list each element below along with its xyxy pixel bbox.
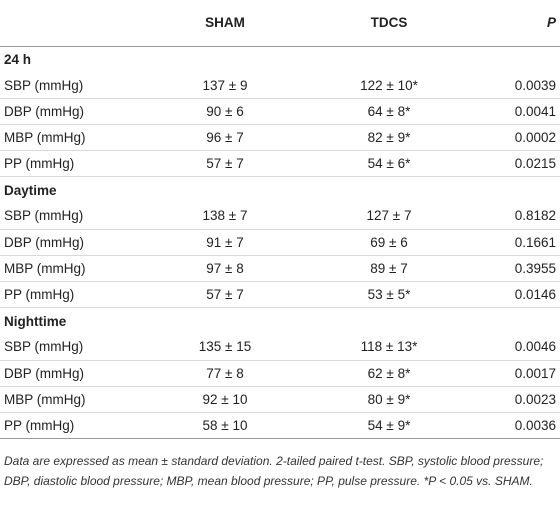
tdcs-value: 54 ± 9* (296, 412, 482, 440)
tdcs-value: 80 ± 9* (296, 386, 482, 414)
sham-value: 97 ± 8 (154, 255, 296, 283)
blood-pressure-table: SHAM TDCS P 24 h SBP (mmHg) 137 ± 9 122 … (0, 0, 560, 440)
table-row: DBP (mmHg) 77 ± 8 62 ± 8* 0.0017 (0, 360, 560, 387)
p-value: 0.0036 (482, 412, 560, 440)
row-label: MBP (mmHg) (0, 255, 154, 283)
row-label: DBP (mmHg) (0, 360, 154, 387)
tdcs-value: 89 ± 7 (296, 255, 482, 283)
table-row: MBP (mmHg) 92 ± 10 80 ± 9* 0.0023 (0, 386, 560, 414)
p-value: 0.0046 (482, 334, 560, 361)
tdcs-value: 69 ± 6 (296, 229, 482, 257)
tdcs-value: 62 ± 8* (296, 360, 482, 387)
table-row: DBP (mmHg) 91 ± 7 69 ± 6 0.1661 (0, 229, 560, 257)
table-row: DBP (mmHg) 90 ± 6 64 ± 8* 0.0041 (0, 98, 560, 126)
row-label: SBP (mmHg) (0, 334, 154, 361)
tdcs-value: 118 ± 13* (296, 334, 482, 361)
p-value: 0.3955 (482, 255, 560, 283)
section-title: Nighttime (4, 313, 67, 329)
table-row: SBP (mmHg) 137 ± 9 122 ± 10* 0.0039 (0, 72, 560, 99)
table-header-row: SHAM TDCS P (0, 0, 560, 47)
header-label (0, 0, 154, 47)
tdcs-value: 54 ± 6* (296, 150, 482, 178)
header-sham: SHAM (154, 0, 296, 47)
tdcs-value: 127 ± 7 (296, 203, 482, 230)
section-header-nighttime: Nighttime (0, 308, 560, 334)
p-value: 0.0023 (482, 386, 560, 414)
table-row: PP (mmHg) 58 ± 10 54 ± 9* 0.0036 (0, 412, 560, 440)
sham-value: 90 ± 6 (154, 98, 296, 126)
row-label: SBP (mmHg) (0, 203, 154, 230)
header-tdcs: TDCS (296, 0, 482, 47)
table-row: PP (mmHg) 57 ± 7 53 ± 5* 0.0146 (0, 281, 560, 309)
sham-value: 135 ± 15 (154, 334, 296, 361)
sham-value: 91 ± 7 (154, 229, 296, 257)
tdcs-value: 53 ± 5* (296, 281, 482, 309)
header-p: P (482, 0, 560, 47)
table-footnote: Data are expressed as mean ± standard de… (4, 454, 544, 489)
table-row: MBP (mmHg) 97 ± 8 89 ± 7 0.3955 (0, 255, 560, 283)
row-label: DBP (mmHg) (0, 229, 154, 257)
row-label: DBP (mmHg) (0, 98, 154, 126)
p-value: 0.0002 (482, 124, 560, 152)
p-value: 0.0215 (482, 150, 560, 178)
row-label: SBP (mmHg) (0, 72, 154, 99)
row-label: PP (mmHg) (0, 281, 154, 309)
tdcs-value: 122 ± 10* (296, 72, 482, 99)
table-row: SBP (mmHg) 135 ± 15 118 ± 13* 0.0046 (0, 334, 560, 361)
p-value: 0.0041 (482, 98, 560, 126)
sham-value: 137 ± 9 (154, 72, 296, 99)
row-label: MBP (mmHg) (0, 386, 154, 414)
sham-value: 96 ± 7 (154, 124, 296, 152)
sham-value: 77 ± 8 (154, 360, 296, 387)
sham-value: 57 ± 7 (154, 150, 296, 178)
row-label: PP (mmHg) (0, 412, 154, 440)
tdcs-value: 82 ± 9* (296, 124, 482, 152)
p-value: 0.8182 (482, 203, 560, 230)
table-row: SBP (mmHg) 138 ± 7 127 ± 7 0.8182 (0, 203, 560, 230)
sham-value: 92 ± 10 (154, 386, 296, 414)
p-value: 0.0017 (482, 360, 560, 387)
tdcs-value: 64 ± 8* (296, 98, 482, 126)
p-value: 0.0039 (482, 72, 560, 99)
sham-value: 138 ± 7 (154, 203, 296, 230)
table-row: PP (mmHg) 57 ± 7 54 ± 6* 0.0215 (0, 150, 560, 178)
sham-value: 58 ± 10 (154, 412, 296, 440)
p-value: 0.0146 (482, 281, 560, 309)
section-title: Daytime (4, 182, 57, 198)
table-row: MBP (mmHg) 96 ± 7 82 ± 9* 0.0002 (0, 124, 560, 152)
row-label: PP (mmHg) (0, 150, 154, 178)
p-value: 0.1661 (482, 229, 560, 257)
section-header-daytime: Daytime (0, 177, 560, 203)
row-label: MBP (mmHg) (0, 124, 154, 152)
section-title: 24 h (4, 51, 32, 67)
section-header-24h: 24 h (0, 46, 560, 72)
sham-value: 57 ± 7 (154, 281, 296, 309)
